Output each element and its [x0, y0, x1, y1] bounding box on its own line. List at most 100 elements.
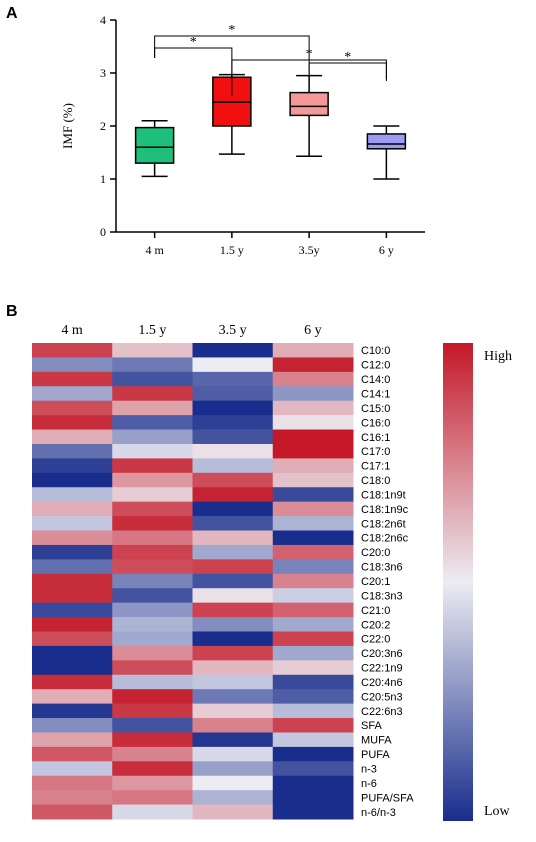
heatmap-row-label: C18:3n6: [361, 562, 403, 574]
heatmap-cell: [272, 343, 354, 358]
heatmap-cell: [192, 429, 274, 445]
heatmap-row-label: C18:0: [361, 475, 390, 487]
heatmap-cell: [32, 501, 113, 517]
heatmap-row-label: SFA: [361, 720, 382, 732]
heatmap-cell: [32, 400, 113, 416]
heatmap-cell: [112, 573, 193, 589]
heatmap-cell: [272, 544, 354, 560]
heatmap-cell: [32, 804, 113, 820]
heatmap-cell: [272, 631, 354, 647]
heatmap-row-label: C17:0: [361, 446, 390, 458]
heatmap-cell: [272, 804, 354, 820]
heatmap-row-label: C10:0: [361, 345, 390, 357]
heatmap-cell: [112, 357, 193, 373]
significance-bracket: [308, 62, 387, 81]
heatmap-cell: [32, 415, 113, 431]
box-0: [134, 126, 175, 164]
heatmap-row-label: C15:0: [361, 403, 390, 415]
heatmap-cell: [272, 645, 354, 661]
heatmap-row-label: PUFA: [361, 749, 390, 761]
heatmap-cell: [192, 544, 274, 560]
heatmap-cell: [32, 775, 113, 791]
heatmap-cell: [272, 746, 354, 762]
heatmap-cell: [192, 516, 274, 532]
heatmap-cell: [112, 689, 193, 705]
heatmap-cell: [32, 718, 113, 733]
heatmap-cell: [192, 357, 274, 373]
heatmap-row-label: C21:0: [361, 605, 390, 617]
y-tick-label: 2: [100, 119, 106, 133]
heatmap-cell: [32, 443, 113, 459]
heatmap-cell: [192, 732, 274, 748]
heatmap-column-label: 1.5 y: [138, 323, 166, 338]
heatmap-cell: [192, 790, 274, 806]
heatmap-cell: [192, 343, 274, 358]
heatmap-cell: [192, 487, 274, 503]
heatmap-cell: [272, 458, 354, 474]
heatmap-cell: [272, 559, 354, 575]
heatmap-cell: [192, 472, 274, 488]
heatmap-cell: [272, 674, 354, 690]
heatmap-cell: [192, 689, 274, 705]
heatmap-cell: [192, 674, 274, 690]
heatmap-cell: [112, 645, 193, 661]
heatmap-cell: [32, 617, 113, 632]
heatmap-row-label: n-6/n-3: [361, 807, 396, 819]
heatmap-row-label: C18:2n6c: [361, 533, 409, 545]
heatmap-cell: [192, 530, 274, 546]
heatmap-cell: [192, 775, 274, 791]
heatmap-cell: [112, 660, 193, 676]
heatmap-cell: [272, 429, 354, 445]
heatmap-cell: [272, 501, 354, 517]
heatmap-cell: [272, 602, 354, 618]
x-tick-label: 1.5 y: [220, 243, 244, 257]
heatmap-cell: [112, 588, 193, 604]
heatmap-row-label: C14:1: [361, 388, 390, 400]
heatmap-cell: [32, 674, 113, 690]
heatmap-cell: [272, 530, 354, 546]
heatmap-cell: [32, 530, 113, 546]
heatmap-cell: [32, 429, 113, 445]
heatmap-cell: [112, 559, 193, 575]
heatmap-cell: [192, 718, 274, 733]
heatmap-cell: [32, 343, 113, 358]
heatmap-row-label: C18:1n9t: [361, 489, 406, 501]
heatmap-cell: [272, 761, 354, 777]
heatmap-cell: [272, 617, 354, 632]
heatmap-cell: [192, 602, 274, 618]
heatmap-chart: 4 m 1.5 y 3.5 y 6 y C10:0 C12:0 C14:0 C14:1 C15:…: [32, 323, 512, 821]
heatmap-column-label: 6 y: [304, 323, 322, 338]
heatmap-cell: [32, 746, 113, 762]
y-tick-label: 4: [100, 13, 106, 27]
heatmap-column-label: 3.5 y: [219, 323, 247, 338]
heatmap-cell: [112, 487, 193, 503]
heatmap-row-label: C20:5n3: [361, 691, 403, 703]
box-3: [366, 133, 407, 150]
heatmap-cell: [32, 689, 113, 705]
heatmap-cell: [32, 761, 113, 777]
heatmap-cell: [192, 617, 274, 632]
panel-label-b: B: [6, 303, 18, 320]
heatmap-cell: [32, 472, 113, 488]
heatmap-cell: [32, 732, 113, 748]
heatmap-cell: [272, 573, 354, 589]
heatmap-row-label: C22:1n9: [361, 663, 403, 675]
heatmap-cell: [112, 458, 193, 474]
heatmap-cell: [192, 559, 274, 575]
heatmap-row-label: C20:4n6: [361, 677, 403, 689]
y-tick-label: 1: [100, 172, 106, 186]
heatmap-cell: [192, 371, 274, 387]
heatmap-cell: [192, 400, 274, 416]
heatmap-cell: [112, 617, 193, 632]
significance-label: *: [228, 23, 235, 38]
heatmap-row-label: n-6: [361, 778, 377, 790]
heatmap-cell: [112, 343, 193, 358]
heatmap-row-label: C12:0: [361, 360, 390, 372]
heatmap-cell: [192, 660, 274, 676]
heatmap-cell: [32, 516, 113, 532]
heatmap-cell: [112, 790, 193, 806]
heatmap-cell: [112, 530, 193, 546]
heatmap-cell: [32, 371, 113, 387]
significance-label: *: [190, 35, 197, 50]
heatmap-cell: [192, 458, 274, 474]
